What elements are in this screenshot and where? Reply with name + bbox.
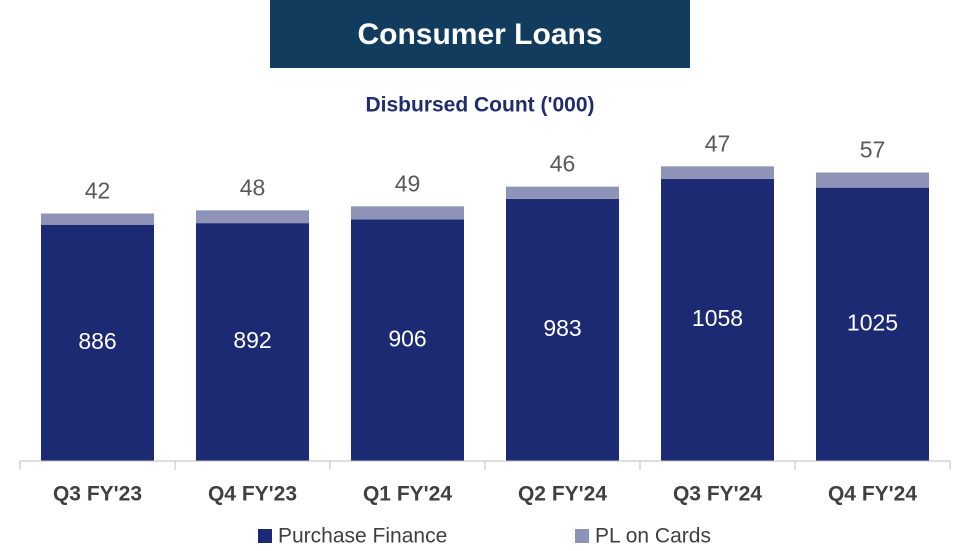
x-tick-label: Q3 FY'23 xyxy=(53,483,142,506)
bar-segment xyxy=(816,172,929,188)
bar-segment xyxy=(351,219,464,461)
x-tick-label: Q4 FY'23 xyxy=(208,483,297,506)
data-label: 42 xyxy=(85,178,111,204)
chart-title: Consumer Loans xyxy=(357,18,602,51)
title-box xyxy=(270,0,690,68)
legend-swatch xyxy=(575,529,589,543)
data-label: 57 xyxy=(860,137,886,163)
data-label: 46 xyxy=(550,151,576,177)
chart-subtitle: Disbursed Count ('000) xyxy=(365,94,594,117)
data-label: 1025 xyxy=(847,309,898,335)
bar-segment xyxy=(506,186,619,199)
legend-label: Purchase Finance xyxy=(278,525,447,548)
bar-segment xyxy=(661,166,774,179)
x-tick-label: Q2 FY'24 xyxy=(518,483,607,506)
legend-swatch xyxy=(258,529,272,543)
bar-segment xyxy=(816,187,929,461)
bar-segment xyxy=(41,213,154,225)
bar-segment xyxy=(506,198,619,461)
x-tick-label: Q1 FY'24 xyxy=(363,483,452,506)
data-label: 49 xyxy=(395,170,421,196)
bar-segment xyxy=(41,224,154,461)
data-label: 886 xyxy=(78,328,116,354)
data-label: 983 xyxy=(543,315,581,341)
bar-segment xyxy=(661,178,774,461)
bar-segment xyxy=(351,206,464,220)
data-label: 906 xyxy=(388,325,426,351)
data-label: 48 xyxy=(240,174,266,200)
data-label: 47 xyxy=(705,130,731,156)
data-label: 1058 xyxy=(692,305,743,331)
legend-label: PL on Cards xyxy=(595,525,711,548)
x-tick-label: Q3 FY'24 xyxy=(673,483,762,506)
bar-segment xyxy=(196,223,309,461)
bar-segment xyxy=(196,210,309,224)
data-label: 892 xyxy=(233,327,271,353)
x-tick-label: Q4 FY'24 xyxy=(828,483,917,506)
